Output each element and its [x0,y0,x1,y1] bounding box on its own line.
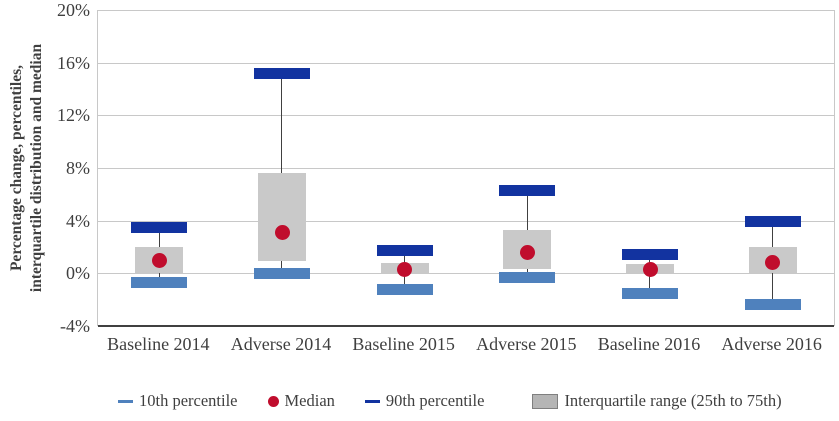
upper-whisker [158,227,160,247]
percentile-10-bar [622,287,678,299]
interquartile-range-box [258,173,306,262]
gridline [98,10,834,11]
box-icon [532,393,559,409]
percentile-90-bar [744,216,801,228]
median-dot [642,261,658,277]
legend: 10th percentile Median 90th percentile Inte… [118,391,782,411]
percentile-90-bar [376,245,433,257]
legend-item-10th-percentile: 10th percentile [118,391,238,411]
x-axis-label-baseline-2014: Baseline 2014 [107,334,210,354]
lower-whisker [649,273,651,294]
percentile-90-bar [131,221,188,233]
y-tick-label: 20% [57,0,90,20]
y-tick-label: 16% [57,52,90,73]
lower-whisker [403,273,405,290]
upper-whisker [281,73,283,174]
legend-label: 90th percentile [385,391,485,410]
upper-whisker [403,250,405,263]
x-axis-label-adverse-2016: Adverse 2016 [721,334,822,354]
legend-item-90th-percentile: 90th percentile [364,391,485,411]
percentile-10-bar [744,299,801,311]
percentile-90-bar [622,249,678,261]
percentile-10-bar [254,267,310,279]
y-tick-label: 8% [66,158,90,178]
percentile-90-bar [499,184,556,196]
upper-whisker [526,190,528,230]
lower-whisker [771,273,773,305]
percentile-10-bar [376,283,433,295]
dot-icon [267,395,279,407]
x-axis-label-adverse-2015: Adverse 2015 [476,334,577,354]
legend-item-median: Median [267,391,335,411]
legend-label: Interquartile range (25th to 75th) [564,391,782,410]
percentile-10-bar [499,271,556,283]
x-axis-label-adverse-2014: Adverse 2014 [230,334,332,354]
gridline [98,115,834,117]
x-axis-label-baseline-2016: Baseline 2016 [597,334,701,354]
gridline [98,168,834,169]
legend-label: Median [284,391,335,410]
plot-area [97,10,835,327]
lower-whisker [281,261,283,274]
percentile-90-bar [254,67,310,79]
dash-icon [118,399,133,403]
y-tick-label: 4% [66,210,90,231]
x-axis-line [98,325,834,327]
median-dot [765,255,781,271]
legend-label: 10th percentile [139,391,238,410]
median-dot [151,252,167,268]
y-tick-label: -4% [60,316,90,336]
gridline [98,62,834,64]
y-tick-label: 12% [57,105,90,126]
median-dot [274,225,290,241]
percentile-10-bar [131,277,188,289]
median-dot [397,261,413,277]
legend-item-interquartile-range-25th-to-75th: Interquartile range (25th to 75th) [532,391,782,411]
gridline [98,220,834,222]
gridline [98,273,834,275]
upper-whisker [771,221,773,247]
x-axis-label-baseline-2015: Baseline 2015 [352,334,455,354]
y-tick-label: 0% [66,263,90,284]
median-dot [519,244,535,260]
dash-icon [364,399,380,403]
